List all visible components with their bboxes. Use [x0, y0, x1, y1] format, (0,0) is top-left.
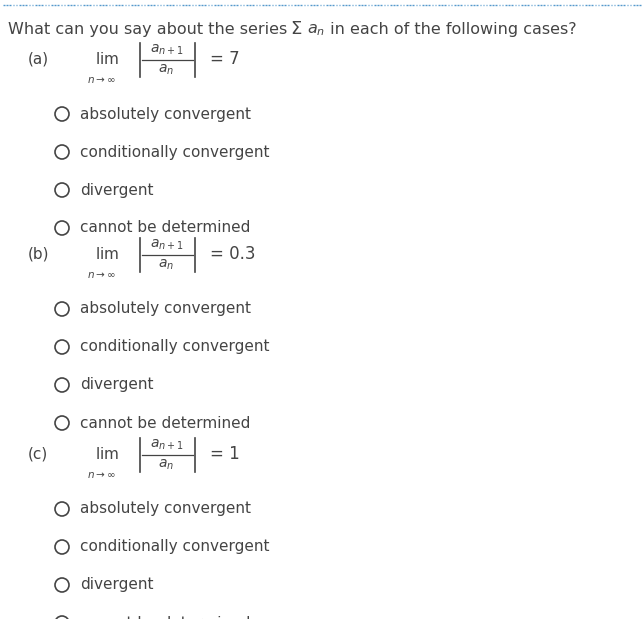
- Text: conditionally convergent: conditionally convergent: [80, 339, 269, 355]
- Text: divergent: divergent: [80, 378, 153, 392]
- Text: = 0.3: = 0.3: [210, 245, 256, 263]
- Text: conditionally convergent: conditionally convergent: [80, 540, 269, 555]
- Text: $\lim$: $\lim$: [95, 446, 119, 462]
- Text: $n \rightarrow \infty$: $n \rightarrow \infty$: [87, 270, 116, 280]
- Text: $a_n$: $a_n$: [158, 63, 174, 77]
- Text: $\Sigma$: $\Sigma$: [290, 20, 302, 38]
- Text: $n \rightarrow \infty$: $n \rightarrow \infty$: [87, 75, 116, 85]
- Text: $n \rightarrow \infty$: $n \rightarrow \infty$: [87, 470, 116, 480]
- Text: in each of the following cases?: in each of the following cases?: [325, 22, 576, 37]
- Text: absolutely convergent: absolutely convergent: [80, 106, 251, 121]
- Text: cannot be determined: cannot be determined: [80, 220, 251, 235]
- Text: cannot be determined: cannot be determined: [80, 415, 251, 430]
- Text: divergent: divergent: [80, 183, 153, 197]
- Text: What can you say about the series: What can you say about the series: [8, 22, 287, 37]
- Text: (a): (a): [28, 51, 49, 66]
- Text: $a_{n+1}$: $a_{n+1}$: [150, 238, 184, 252]
- Text: $\lim$: $\lim$: [95, 246, 119, 262]
- Text: divergent: divergent: [80, 578, 153, 592]
- Text: $a_{n+1}$: $a_{n+1}$: [150, 438, 184, 452]
- Text: conditionally convergent: conditionally convergent: [80, 144, 269, 160]
- Text: cannot be determined: cannot be determined: [80, 615, 251, 619]
- Text: $a_{n+1}$: $a_{n+1}$: [150, 43, 184, 57]
- Text: $a_n$: $a_n$: [158, 258, 174, 272]
- Text: = 1: = 1: [210, 445, 240, 463]
- Text: $a_n$: $a_n$: [307, 22, 325, 38]
- Text: (c): (c): [28, 446, 48, 462]
- Text: (b): (b): [28, 246, 50, 261]
- Text: = 7: = 7: [210, 50, 240, 68]
- Text: $a_n$: $a_n$: [158, 458, 174, 472]
- Text: absolutely convergent: absolutely convergent: [80, 501, 251, 516]
- Text: $\lim$: $\lim$: [95, 51, 119, 67]
- Text: absolutely convergent: absolutely convergent: [80, 301, 251, 316]
